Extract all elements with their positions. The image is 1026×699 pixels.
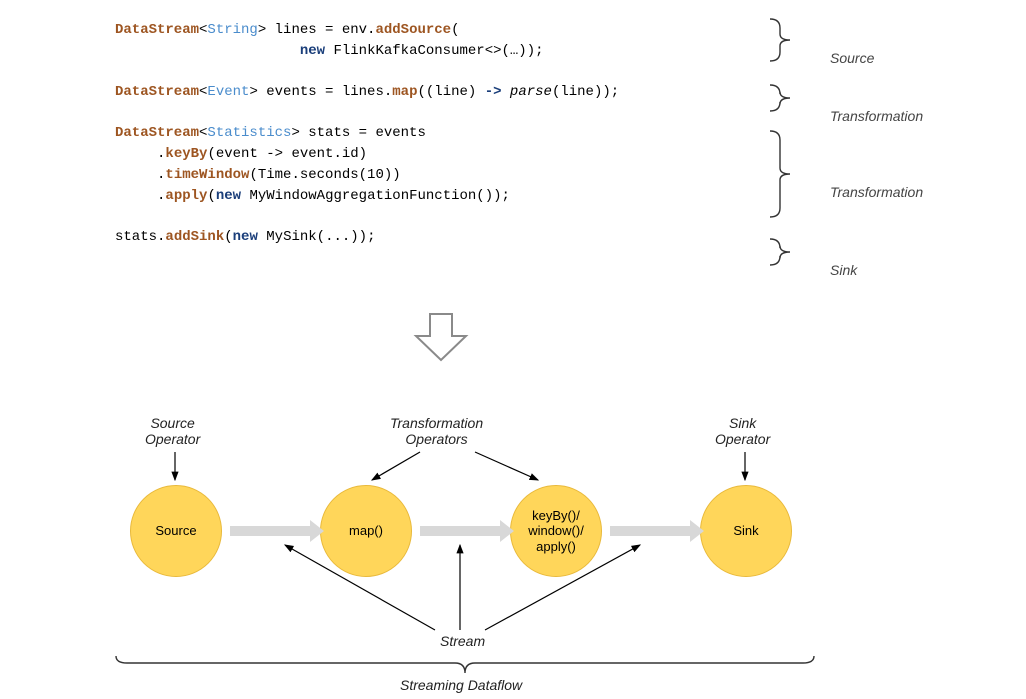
label-source: Source	[830, 50, 874, 66]
code-block-sink: stats.addSink(new MySink(...));	[115, 227, 619, 248]
flow-arrow-0	[230, 518, 324, 542]
node-source: Source	[130, 485, 222, 577]
node-sink: Sink	[700, 485, 792, 577]
label-streaming-dataflow: Streaming Dataflow	[400, 677, 522, 693]
node-kwa: keyBy()/window()/apply()	[510, 485, 602, 577]
brace-sink-icon	[768, 238, 808, 266]
label-sink: Sink	[830, 262, 857, 278]
label-stream: Stream	[440, 633, 485, 649]
brace-transform1-icon	[768, 84, 808, 112]
down-arrow-icon	[412, 310, 470, 369]
code-block-source: DataStream<String> lines = env.addSource…	[115, 20, 619, 62]
code-block-transform-map: DataStream<Event> events = lines.map((li…	[115, 82, 619, 103]
label-transformation-2: Transformation	[830, 184, 923, 200]
brace-transform2-icon	[768, 130, 808, 218]
flow-arrow-2	[610, 518, 704, 542]
node-map: map()	[320, 485, 412, 577]
code-block-transform-window: DataStream<Statistics> stats = events .k…	[115, 123, 619, 207]
brace-source-icon	[768, 18, 808, 62]
label-transformation-1: Transformation	[830, 108, 923, 124]
flow-arrow-1	[420, 518, 514, 542]
code-area: DataStream<String> lines = env.addSource…	[115, 20, 619, 268]
dataflow-diagram: SourceOperator TransformationOperators S…	[60, 380, 860, 680]
bottom-brace-icon	[115, 655, 815, 675]
